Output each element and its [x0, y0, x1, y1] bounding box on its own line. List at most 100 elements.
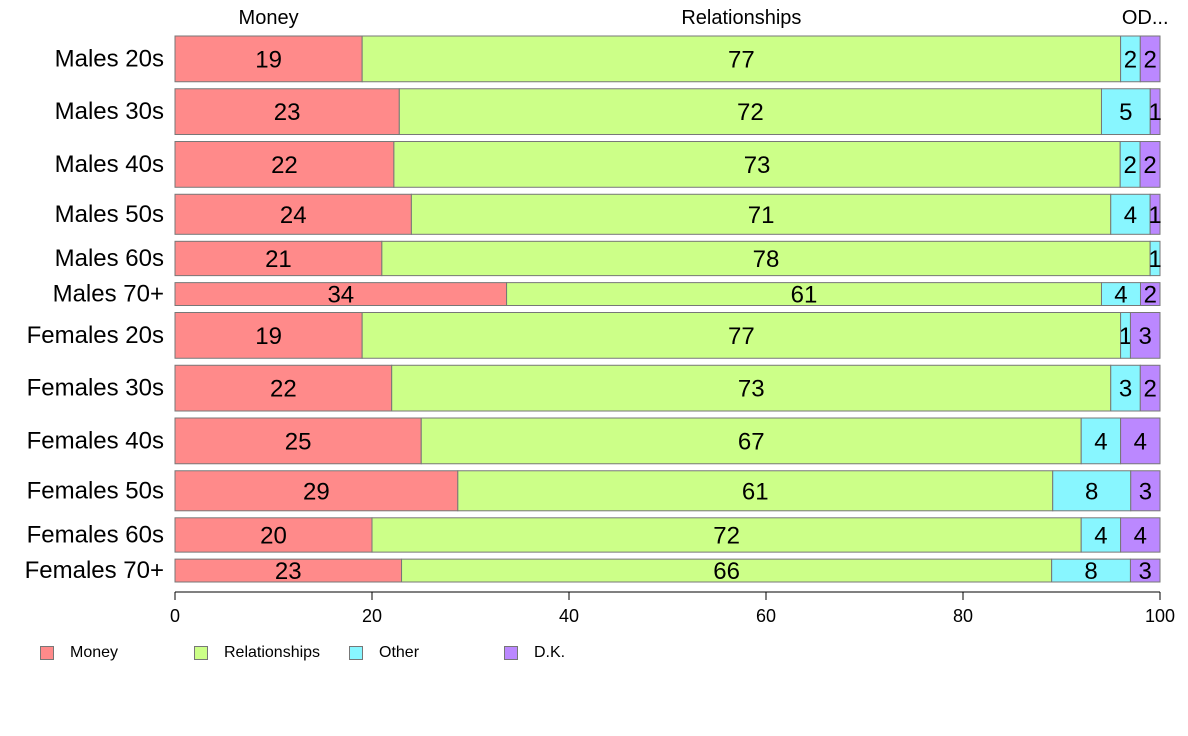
legend-label-relationships: Relationships — [224, 644, 321, 661]
data-label: 4 — [1114, 282, 1127, 309]
data-label: 8 — [1085, 478, 1098, 505]
bar-segment — [1080, 517, 1122, 553]
legend-label-money: Money — [70, 644, 119, 661]
bar-segment — [393, 141, 1121, 188]
category-label: Males 20s — [55, 45, 164, 72]
x-tick-label: 60 — [756, 606, 776, 626]
bar-segment — [420, 417, 1082, 465]
bar-segment — [1149, 240, 1161, 277]
bar-segment — [1139, 141, 1161, 188]
data-label: 72 — [713, 522, 740, 549]
bar-segment — [361, 312, 1122, 359]
legend: Money Relationships Other D.K. — [0, 644, 1188, 668]
data-label: 19 — [255, 46, 282, 73]
x-tick-label: 0 — [170, 606, 180, 626]
category-label: Males 50s — [55, 201, 164, 228]
data-label: 3 — [1139, 323, 1152, 350]
category-label: Females 40s — [27, 427, 164, 454]
legend-label-dk: D.K. — [534, 644, 566, 661]
bar-segment — [391, 364, 1112, 412]
x-tick-label: 80 — [953, 606, 973, 626]
data-label: 23 — [275, 558, 302, 585]
data-label: 2 — [1123, 152, 1136, 179]
data-label: 25 — [285, 428, 312, 455]
top-label: OD... — [1122, 7, 1169, 29]
data-label: 4 — [1134, 522, 1147, 549]
bar-segment — [381, 240, 1151, 277]
bar-segment — [174, 417, 422, 465]
legend-label-other: Other — [379, 644, 420, 661]
bar-segment — [398, 88, 1102, 136]
data-label: 3 — [1139, 478, 1152, 505]
top-label: Relationships — [681, 7, 801, 29]
data-label: 71 — [748, 202, 775, 229]
legend-item-money: Money — [40, 644, 118, 662]
category-label: Males 70+ — [53, 281, 164, 308]
data-label: 21 — [265, 246, 292, 273]
bar-segment — [1149, 193, 1161, 235]
data-label: 4 — [1124, 202, 1137, 229]
data-label: 2 — [1124, 46, 1137, 73]
legend-swatch-relationships — [194, 646, 208, 660]
bar-segment — [1129, 558, 1161, 583]
data-label: 4 — [1094, 428, 1107, 455]
legend-swatch-money — [40, 646, 54, 660]
legend-item-relationships: Relationships — [194, 644, 320, 662]
legend-swatch-dk — [504, 646, 518, 660]
bar-segment — [174, 517, 373, 553]
data-label: 67 — [738, 428, 765, 455]
data-label: 1 — [1148, 202, 1161, 229]
category-label: Females 60s — [27, 521, 164, 548]
data-label: 2 — [1143, 46, 1156, 73]
data-label: 1 — [1148, 99, 1161, 126]
bar-segment — [174, 141, 395, 188]
legend-item-dk: D.K. — [504, 644, 565, 662]
bar-segment — [1129, 312, 1161, 359]
data-label: 23 — [274, 99, 301, 126]
data-label: 22 — [271, 152, 298, 179]
data-label: 2 — [1143, 152, 1156, 179]
bar-segment — [410, 193, 1112, 235]
data-label: 4 — [1094, 522, 1107, 549]
data-label: 73 — [744, 152, 771, 179]
data-label: 77 — [728, 323, 755, 350]
data-label: 2 — [1144, 282, 1157, 309]
data-label: 61 — [791, 282, 818, 309]
data-label: 3 — [1139, 558, 1152, 585]
bar-segment — [1052, 470, 1132, 512]
data-label: 61 — [742, 478, 769, 505]
data-label: 19 — [255, 323, 282, 350]
category-label: Females 20s — [27, 322, 164, 349]
x-tick-label: 20 — [362, 606, 382, 626]
data-label: 5 — [1119, 99, 1132, 126]
bar-segment — [371, 517, 1082, 553]
bar-segment — [174, 312, 363, 359]
bar-segment — [174, 470, 459, 512]
bar-segment — [1080, 417, 1122, 465]
data-label: 66 — [713, 558, 740, 585]
bar-segment — [1100, 88, 1151, 136]
bar-segment — [1120, 417, 1161, 465]
data-label: 29 — [303, 478, 330, 505]
category-label: Females 30s — [27, 375, 164, 402]
category-label: Females 70+ — [25, 557, 164, 584]
category-label: Females 50s — [27, 477, 164, 504]
data-label: 2 — [1143, 376, 1156, 403]
bar-segment — [1139, 35, 1161, 83]
bar-segment — [1130, 470, 1161, 512]
data-label: 20 — [260, 522, 287, 549]
data-label: 24 — [280, 202, 307, 229]
bar-segment — [1139, 364, 1161, 412]
data-label: 4 — [1134, 428, 1147, 455]
bar-segment — [174, 240, 383, 277]
bar-segment — [361, 35, 1122, 83]
data-label: 1 — [1148, 246, 1161, 273]
data-label: 77 — [728, 46, 755, 73]
bar-segment — [1120, 517, 1161, 553]
data-label: 8 — [1084, 558, 1097, 585]
bar-segment — [174, 35, 363, 83]
legend-swatch-other — [349, 646, 363, 660]
top-label: Money — [239, 7, 299, 29]
x-tick-label: 100 — [1145, 606, 1175, 626]
data-label: 72 — [737, 99, 764, 126]
